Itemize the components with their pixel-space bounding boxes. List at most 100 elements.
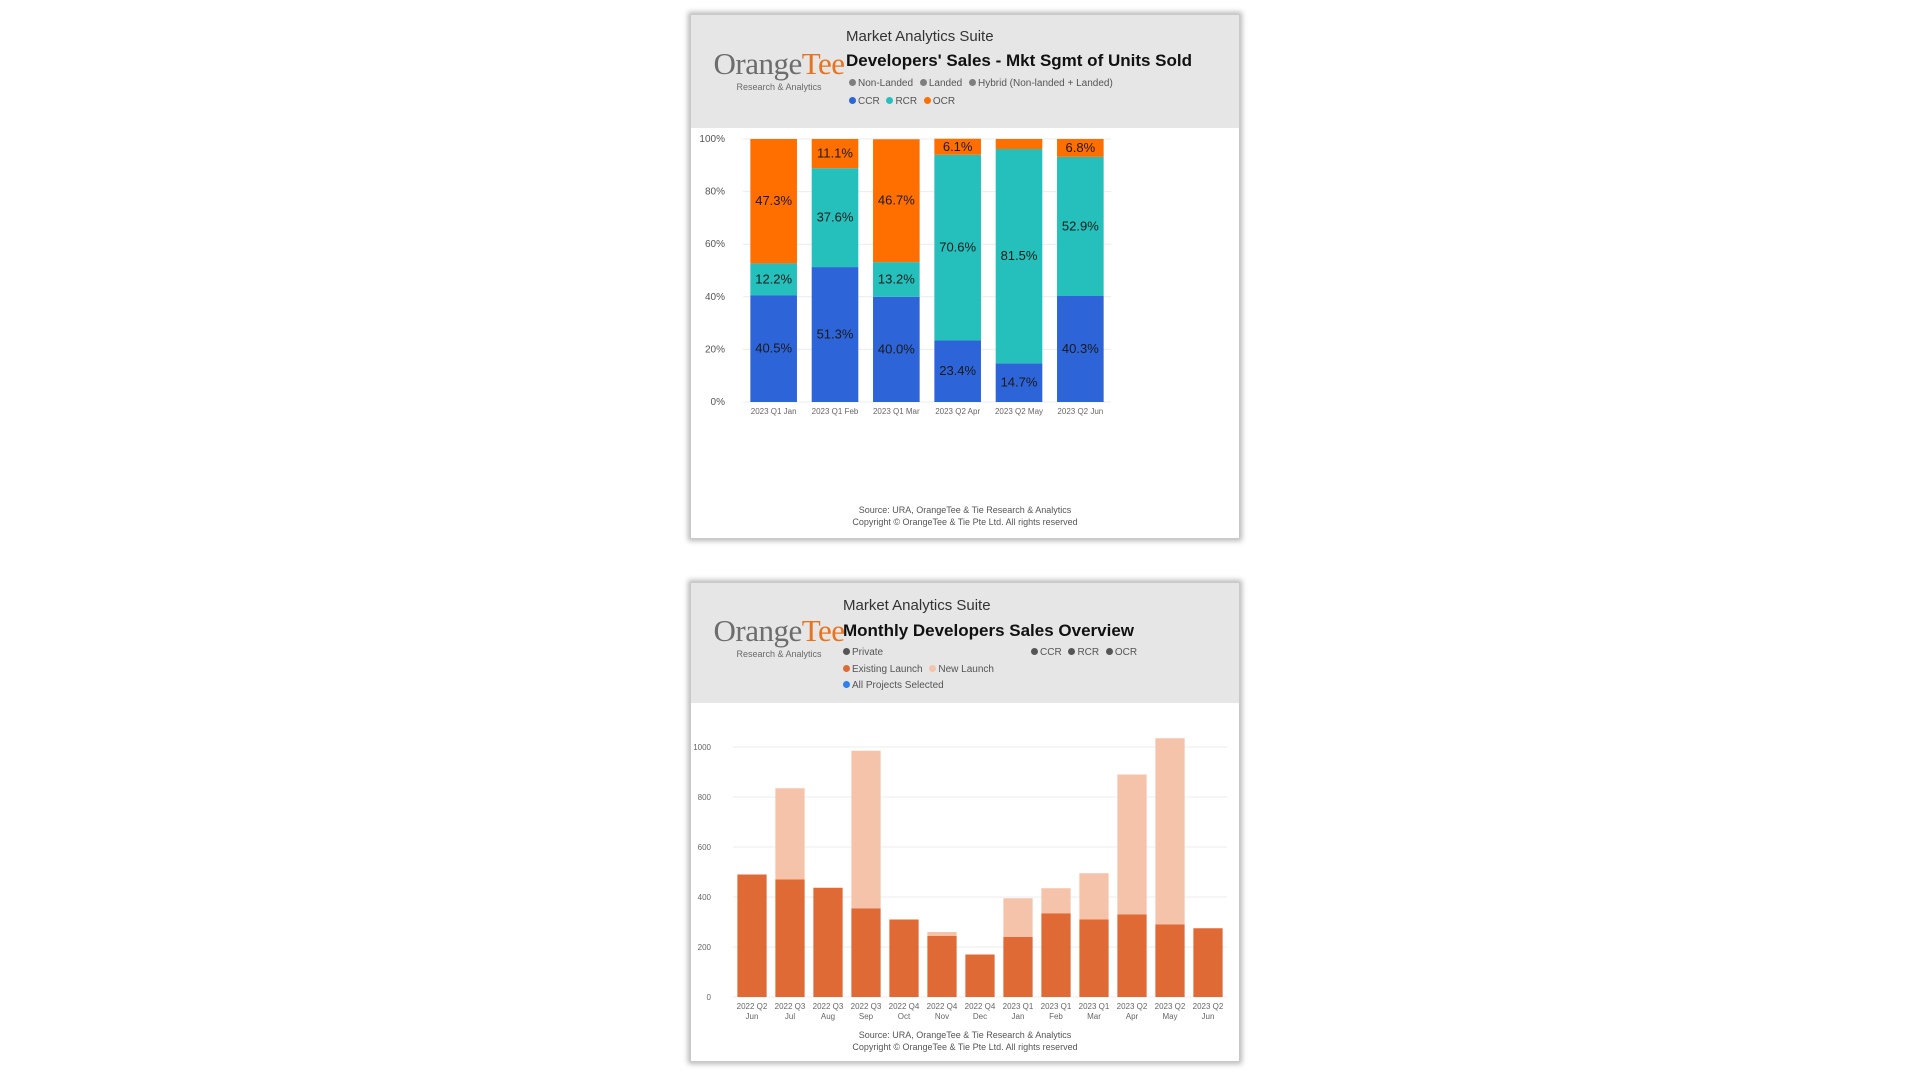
legend-item-all-projects[interactable]: All Projects Selected <box>843 680 944 691</box>
bar-segment-existing-launch <box>927 935 957 997</box>
x-tick-label: 2022 Q3 <box>775 1002 806 1011</box>
bar-segment-rcr <box>811 168 859 268</box>
bar-segment-rcr <box>934 154 981 341</box>
legend-dot-icon <box>1031 648 1038 655</box>
bar-segment-existing-launch <box>1079 919 1109 997</box>
chart-title: Developers' Sales - Mkt Sgmt of Units So… <box>846 51 1193 70</box>
x-tick-label: 2023 Q1 Mar <box>873 407 920 416</box>
legend-dot-icon <box>1068 648 1076 655</box>
bar-segment-ccr <box>873 296 920 402</box>
bar-segment-existing-launch <box>813 887 843 997</box>
data-label: 11.1% <box>817 146 853 161</box>
x-tick-label: 2023 Q2 <box>1117 1002 1148 1011</box>
stacked-bar-chart: 0% 20% 40% 60% 80% 100% 40.5% 12.2% 47.3% 2023 Q1… <box>699 134 1111 416</box>
chart-title: Monthly Developers Sales Overview <box>843 621 1135 640</box>
y-tick-label: 40% <box>705 292 725 303</box>
legend-item-rcr[interactable]: RCR <box>886 96 917 107</box>
data-label: 6.8% <box>1066 140 1096 155</box>
bar-segment-existing-launch <box>851 908 881 997</box>
legend-item[interactable]: Hybrid (Non-landed + Landed) <box>968 78 1113 89</box>
chart-header: OrangeTee Research & Analytics Market An… <box>691 15 1239 128</box>
bar-segment-rcr <box>873 262 920 297</box>
data-label: 40.0% <box>878 341 915 356</box>
x-tick-label: 2022 Q3 <box>851 1002 882 1011</box>
bar-segment-ocr <box>873 139 920 263</box>
legend-item-existing-launch[interactable]: Existing Launch <box>843 664 923 675</box>
x-tick-label: Mar <box>1087 1012 1101 1021</box>
y-tick-label: 20% <box>705 344 725 355</box>
y-tick-label: 200 <box>698 943 712 952</box>
y-tick-label: 0% <box>711 397 726 408</box>
x-tick-label: 2023 Q1 Feb <box>812 407 859 416</box>
logo-subtitle: Research & Analytics <box>736 649 822 659</box>
x-tick-label: 2023 Q2 <box>1193 1002 1224 1011</box>
legend-region-row: CCR RCR OCR <box>849 96 959 107</box>
data-label: 52.9% <box>1062 218 1099 233</box>
legend-dot-icon <box>886 97 894 104</box>
legend-dot-icon <box>849 97 856 104</box>
bar-segment-existing-launch <box>1041 913 1071 997</box>
bar-segment-existing-launch <box>1193 928 1223 997</box>
x-tick-label: 2022 Q2 <box>737 1002 768 1011</box>
data-label: 47.3% <box>755 193 792 208</box>
bar-segment-ocr <box>750 139 797 264</box>
source-text: Source: URA, OrangeTee & Tie Research & … <box>858 505 1072 515</box>
bar-segment-ocr <box>934 138 981 155</box>
legend-region-row: CCR RCR OCR <box>1031 647 1141 658</box>
bar-segment-ccr <box>750 295 797 402</box>
x-tick-label: Jan <box>1012 1012 1025 1021</box>
suite-title: Market Analytics Suite <box>843 597 991 614</box>
bar-segment-existing-launch <box>1003 937 1033 997</box>
orangetee-logo: OrangeTee Research & Analytics <box>709 47 849 93</box>
copyright-text: Copyright © OrangeTee & Tie Pte Ltd. All… <box>852 517 1078 527</box>
data-label: 6.1% <box>943 139 973 154</box>
legend-item-rcr[interactable]: RCR <box>1068 647 1099 658</box>
legend-item[interactable]: Non-Landed <box>849 78 913 89</box>
suite-title: Market Analytics Suite <box>846 28 994 45</box>
y-tick-label: 1000 <box>693 743 711 752</box>
bar-segment-existing-launch <box>737 874 767 997</box>
legend-item-ocr[interactable]: OCR <box>923 96 955 107</box>
x-tick-label: 2022 Q4 <box>965 1002 996 1011</box>
y-tick-label: 60% <box>705 239 725 250</box>
legend-item-new-launch[interactable]: New Launch <box>929 664 994 675</box>
bar-segment-new-launch <box>1041 888 1071 914</box>
x-tick-label: Feb <box>1049 1012 1063 1021</box>
data-label: 14.7% <box>1001 375 1038 390</box>
legend-item[interactable]: Landed <box>919 78 962 89</box>
x-tick-label: May <box>1162 1012 1177 1021</box>
bar-segment-new-launch <box>1003 898 1033 937</box>
x-tick-label: Oct <box>898 1012 911 1021</box>
data-label: 81.5% <box>1001 248 1038 263</box>
data-label: 40.5% <box>755 341 792 356</box>
x-tick-label: Apr <box>1126 1012 1139 1021</box>
bar-segment-rcr <box>1057 156 1104 297</box>
chart-footer: Source: URA, OrangeTee & Tie Research & … <box>691 504 1239 528</box>
bar-segment-new-launch <box>1117 774 1147 915</box>
legend-item-private[interactable]: Private <box>843 647 883 658</box>
bar-segment-existing-launch <box>1117 914 1147 997</box>
x-tick-label: Aug <box>821 1012 835 1021</box>
data-label: 13.2% <box>878 271 915 286</box>
legend-item-ocr[interactable]: OCR <box>1105 647 1137 658</box>
legend-dot-icon <box>968 79 976 86</box>
x-tick-label: 2023 Q2 Jun <box>1057 407 1103 416</box>
legend-item-ccr[interactable]: CCR <box>1031 647 1062 658</box>
x-tick-label: Jun <box>746 1012 759 1021</box>
bar-segment-existing-launch <box>965 954 995 997</box>
x-tick-label: Dec <box>973 1012 987 1021</box>
legend-dot-icon <box>843 681 850 688</box>
x-tick-label: Jun <box>1202 1012 1215 1021</box>
legend-item-ccr[interactable]: CCR <box>849 96 880 107</box>
bar-segment-ccr <box>995 363 1043 402</box>
orangetee-logo: OrangeTee Research & Analytics <box>709 614 849 660</box>
bar-segment-ocr <box>811 139 859 169</box>
legend-private-row: Private <box>843 647 887 658</box>
legend-launch-row: Existing Launch New Launch <box>843 664 998 675</box>
bar-segment-new-launch <box>927 932 957 936</box>
data-label: 40.3% <box>1062 341 1099 356</box>
y-tick-label: 600 <box>698 843 712 852</box>
data-label: 46.7% <box>878 193 915 208</box>
x-tick-label: 2023 Q2 <box>1155 1002 1186 1011</box>
